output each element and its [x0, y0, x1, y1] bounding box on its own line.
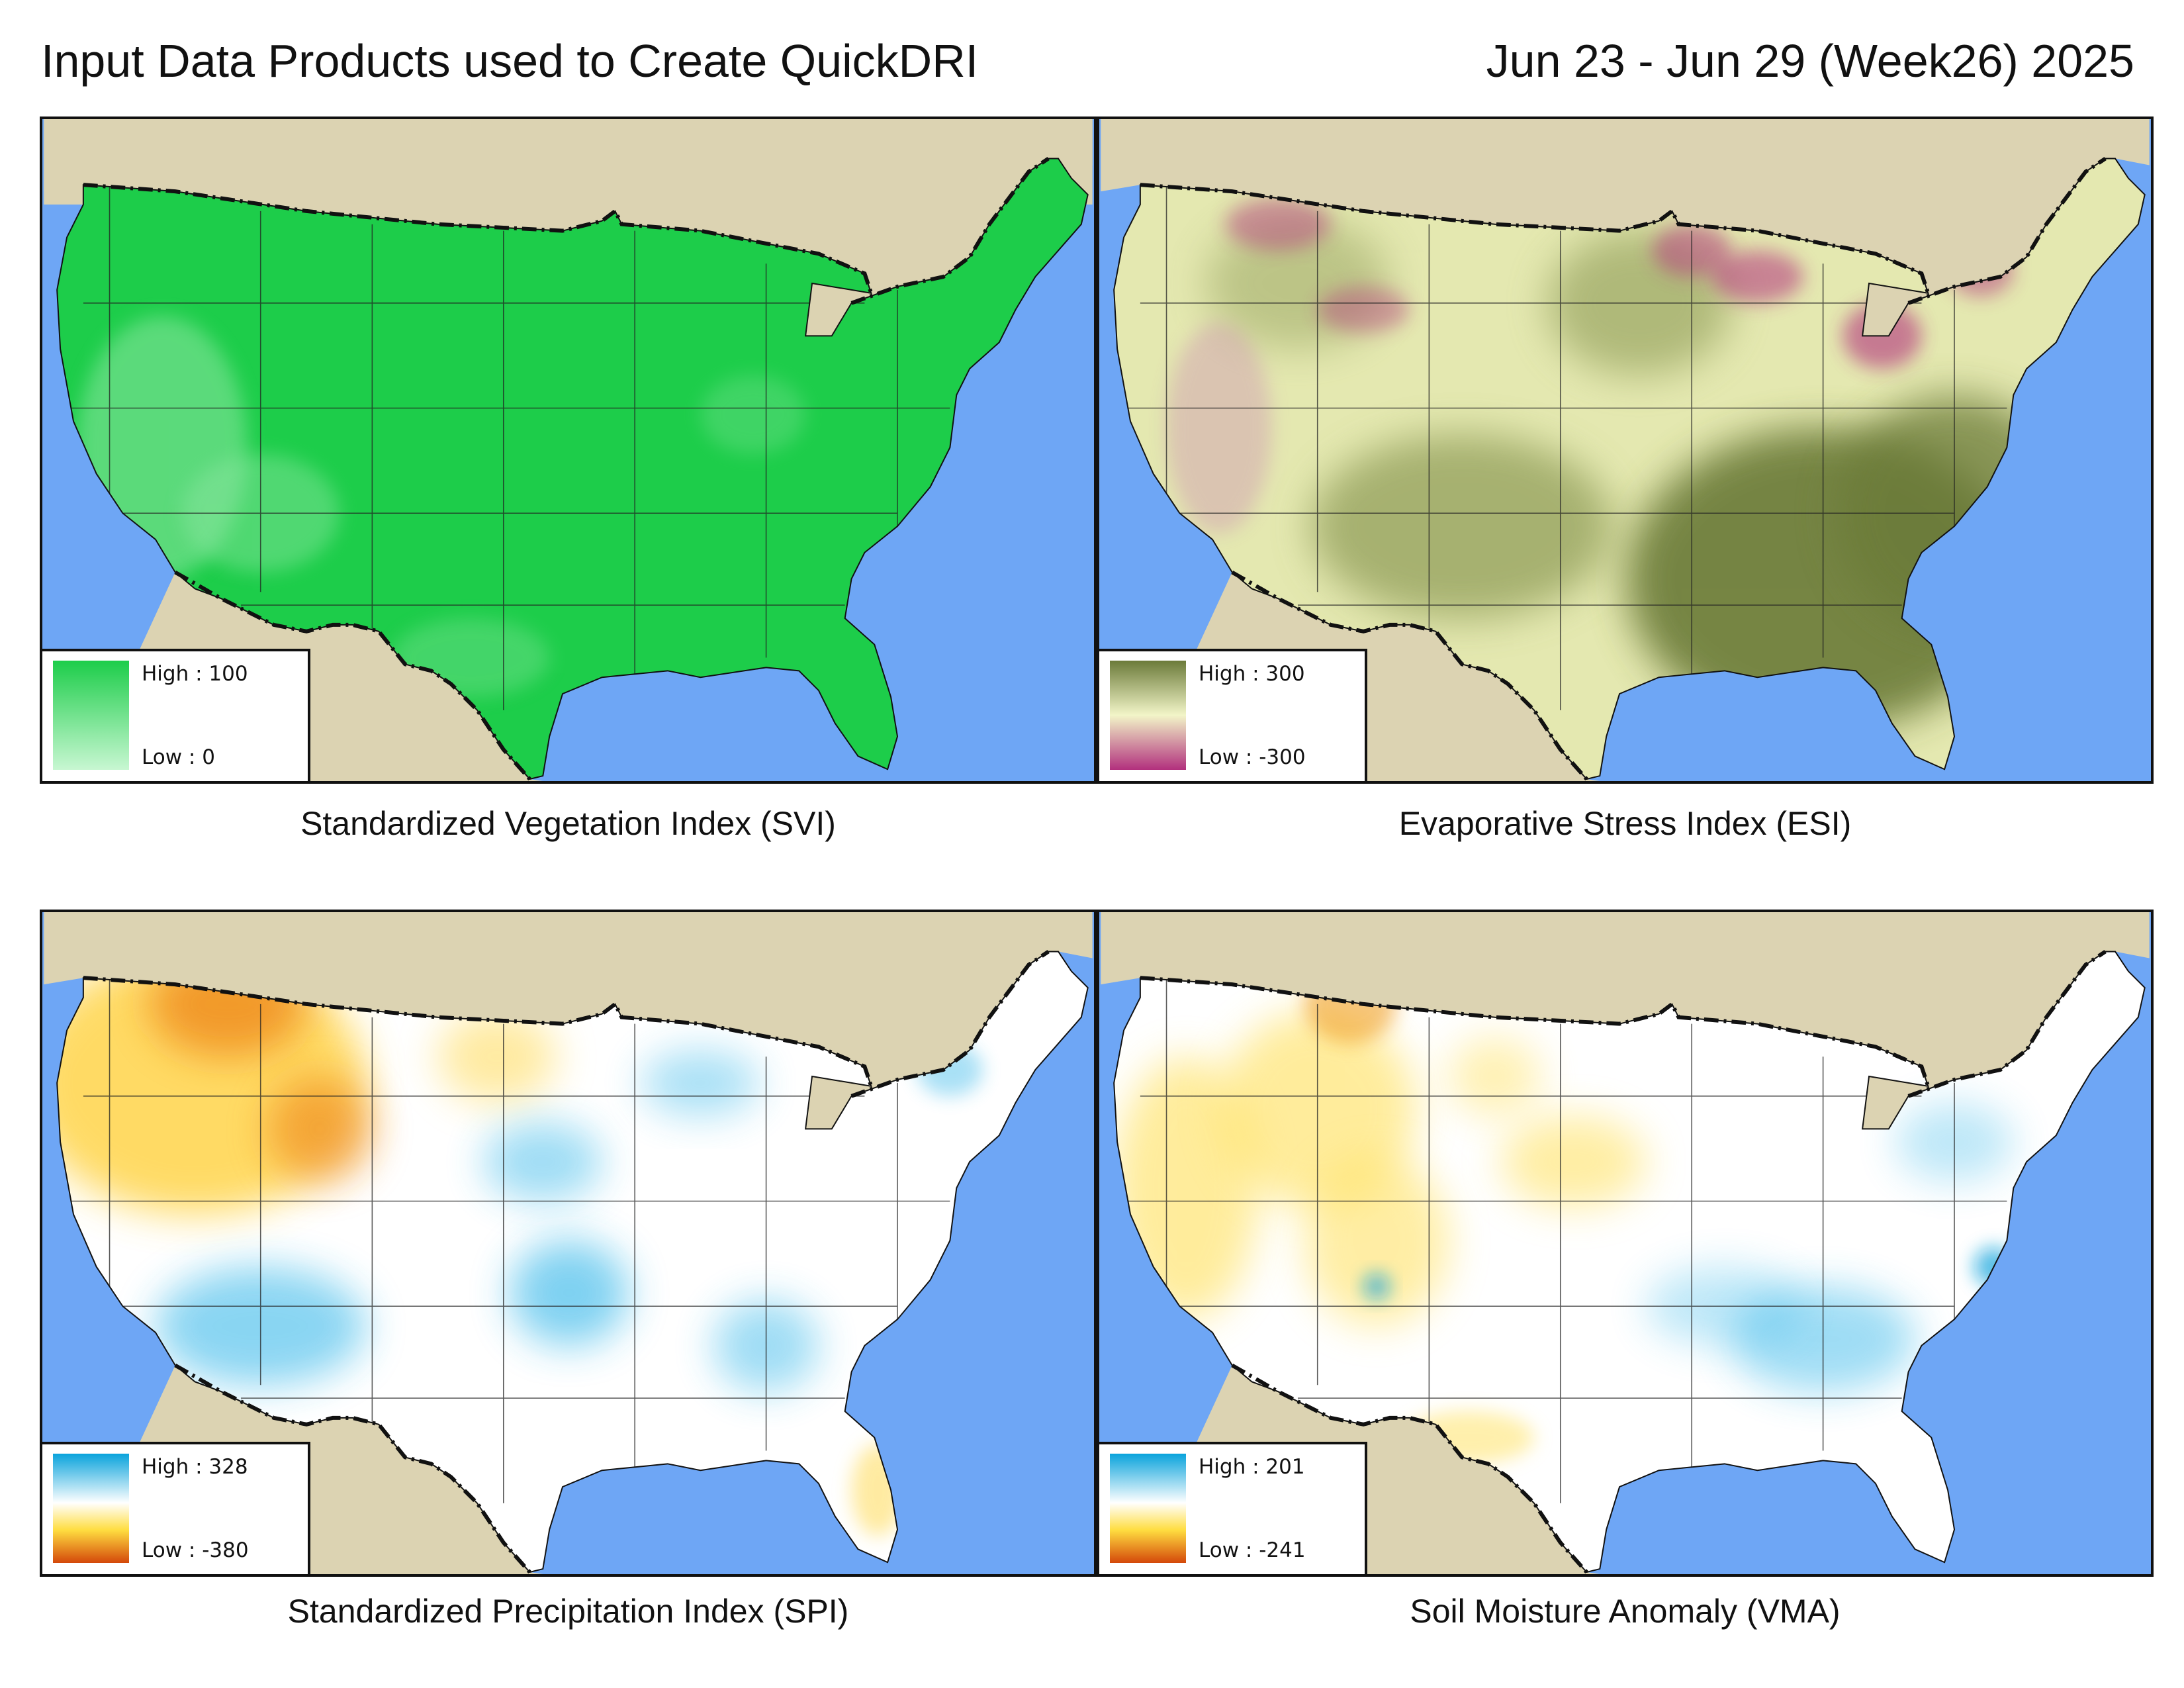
- svi-legend-high: High : 100: [142, 662, 248, 686]
- esi-map-panel: High : 300 Low : -300: [1097, 117, 2154, 784]
- spi-legend-high: High : 328: [142, 1455, 248, 1479]
- svi-map: [44, 119, 1093, 781]
- esi-legend-low: Low : -300: [1199, 745, 1306, 769]
- svi-caption: Standardized Vegetation Index (SVI): [300, 805, 836, 842]
- vma-map-panel: High : 201 Low : -241: [1097, 910, 2154, 1577]
- vma-color-ramp: [1110, 1454, 1186, 1563]
- spi-color-ramp: [53, 1454, 129, 1563]
- spi-map-panel: High : 328 Low : -380: [40, 910, 1097, 1577]
- svi-legend-low: Low : 0: [142, 745, 215, 769]
- vma-legend: High : 201 Low : -241: [1099, 1442, 1367, 1574]
- vma-legend-high: High : 201: [1199, 1455, 1305, 1479]
- spi-legend-low: Low : -380: [142, 1538, 249, 1562]
- vma-caption: Soil Moisture Anomaly (VMA): [1410, 1593, 1841, 1630]
- page-title: Input Data Products used to Create Quick…: [41, 35, 979, 87]
- svi-color-ramp: [53, 661, 129, 770]
- date-range: Jun 23 - Jun 29 (Week26) 2025: [1486, 35, 2134, 87]
- esi-color-ramp: [1110, 661, 1186, 770]
- vma-map: [1101, 912, 2150, 1574]
- spi-caption: Standardized Precipitation Index (SPI): [287, 1593, 849, 1630]
- vma-legend-low: Low : -241: [1199, 1538, 1306, 1562]
- spi-map: [44, 912, 1093, 1574]
- svi-map-panel: High : 100 Low : 0: [40, 117, 1097, 784]
- svi-legend: High : 100 Low : 0: [42, 649, 310, 781]
- esi-caption: Evaporative Stress Index (ESI): [1398, 805, 1852, 842]
- esi-legend-high: High : 300: [1199, 662, 1305, 686]
- esi-legend: High : 300 Low : -300: [1099, 649, 1367, 781]
- esi-map: [1101, 119, 2150, 781]
- spi-legend: High : 328 Low : -380: [42, 1442, 310, 1574]
